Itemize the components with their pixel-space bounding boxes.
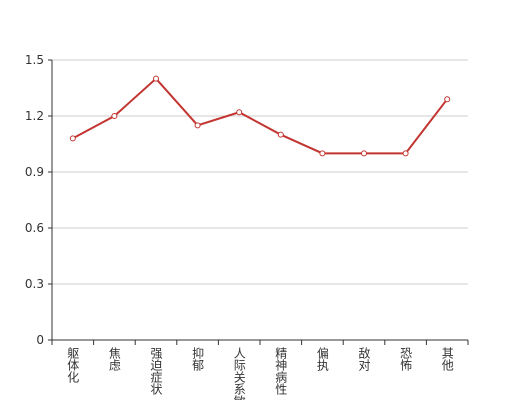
x-tick-label: 恐怖 — [399, 347, 413, 371]
y-tick-label: 0 — [36, 333, 44, 347]
point — [319, 150, 326, 157]
x-tick-label: 焦虑 — [107, 347, 121, 371]
x-tick-label: 人际关系敏感 — [232, 347, 246, 400]
point — [361, 150, 367, 157]
x-tick-label: 强迫症状 — [149, 347, 163, 395]
x-tick-label: 抑郁 — [191, 346, 205, 372]
y-tick-label: 1.2 — [25, 109, 44, 123]
point — [277, 131, 284, 138]
point — [194, 122, 201, 129]
x-tick-label: 其他 — [440, 347, 454, 371]
point — [402, 150, 409, 157]
x-tick-label: 躯体化 — [66, 346, 80, 384]
point — [236, 109, 243, 116]
line — [72, 77, 448, 155]
y-tick-label: 0.3 — [25, 277, 44, 291]
y-tick-label: 1.5 — [25, 53, 44, 67]
x-tick-label: 敌对 — [357, 346, 371, 371]
point — [69, 135, 76, 142]
point — [444, 96, 451, 103]
point — [111, 113, 118, 119]
point — [153, 75, 159, 82]
x-tick-label: 偏执 — [315, 346, 329, 372]
y-tick-label: 0.6 — [25, 221, 44, 235]
y-tick-label: 0.9 — [25, 165, 44, 179]
x-tick-label: 精神病性 — [274, 347, 288, 396]
